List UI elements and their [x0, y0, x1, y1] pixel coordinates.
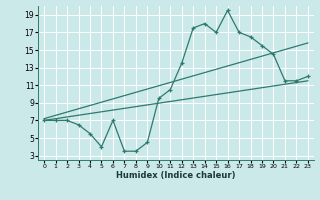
X-axis label: Humidex (Indice chaleur): Humidex (Indice chaleur)	[116, 171, 236, 180]
